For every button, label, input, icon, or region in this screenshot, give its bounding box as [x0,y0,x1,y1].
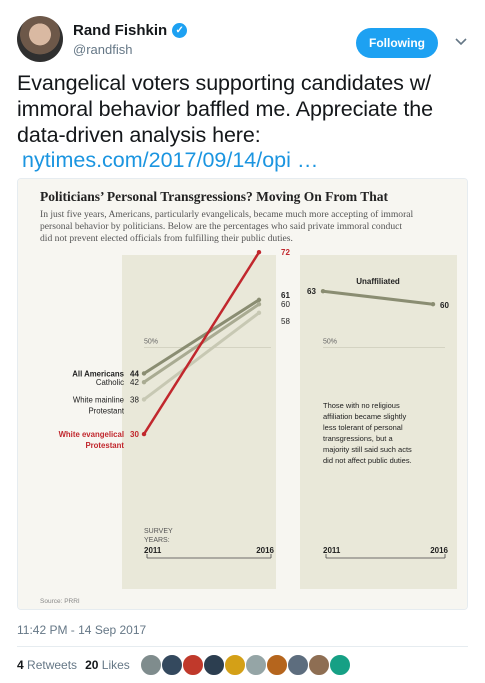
data-point [430,302,436,307]
chart-title: Politicians’ Personal Transgressions? Mo… [40,189,389,204]
media-card[interactable]: Politicians’ Personal Transgressions? Mo… [17,178,468,610]
series-line [143,298,260,375]
verified-icon: ✓ [172,23,188,38]
chart-figure: Politicians’ Personal Transgressions? Mo… [18,179,467,609]
value-label: 42 [130,378,139,387]
liker-avatar[interactable] [245,654,267,676]
chart-subtitle-line-2: personal behavior by politicians. Below … [40,221,402,232]
x-tick-label: 2016 [256,546,274,555]
likes-label: Likes [101,658,130,672]
value-label: 60 [281,300,290,309]
note-line-2: affiliation became slightly [323,412,406,421]
value-label: 60 [440,301,449,310]
note-line-3: less tolerant of personal [323,423,403,432]
note-line-5: majority still said such acts [323,445,412,454]
value-label: 30 [130,430,139,439]
value-label: 38 [130,395,139,404]
reference-label-50: 50% [144,339,158,346]
likes-count: 20 [85,658,99,672]
x-tick-label: 2011 [144,546,162,555]
series-label: Protestant [85,441,124,450]
tweet-header: Rand Fishkin ✓ @randfish Following [17,16,469,66]
following-button[interactable]: Following [356,28,438,58]
series-line [322,289,434,306]
value-label: 58 [281,317,290,326]
x-tick-label: 2016 [430,546,448,555]
liker-avatar[interactable] [182,654,204,676]
retweets-count: 4 [17,658,24,672]
author-name[interactable]: Rand Fishkin [73,22,168,39]
right-plot: 50% 63 60 Unaffiliated 2011 2016 [307,277,449,559]
avatar[interactable] [17,16,63,62]
data-point [256,310,262,316]
data-point [141,379,147,385]
value-label: 44 [130,369,139,378]
left-plot: 50% 44 61 All Americans 42 60 Catholic 38 58 Whit… [59,248,290,559]
liker-avatar[interactable] [161,654,183,676]
series-label: Protestant [88,406,124,415]
data-point [320,289,326,294]
liker-avatar[interactable] [140,654,162,676]
tweet-stats: 4 Retweets 20 Likes [17,658,130,672]
series-label: White evangelical [59,430,124,439]
series-label: Unaffiliated [356,277,400,286]
data-point [141,371,147,376]
data-point [256,250,262,255]
value-label: 63 [307,287,316,296]
chart-source: Source: PRRI [40,598,80,605]
series-line [142,251,261,435]
data-point [256,302,262,307]
divider [17,646,468,647]
tweet-timestamp[interactable]: 11:42 PM - 14 Sep 2017 [17,623,147,637]
tweet-text: Evangelical voters supporting candidates… [17,71,433,147]
author-handle[interactable]: @randfish [73,42,133,57]
series-label: Catholic [96,378,124,387]
note-line-6: did not affect public duties. [323,456,412,465]
chevron-down-icon[interactable] [454,34,468,48]
data-point [141,397,147,402]
series-line [143,311,260,401]
series-label: All Americans [72,369,124,378]
liker-avatar[interactable] [224,654,246,676]
author-name-row: Rand Fishkin ✓ [73,22,188,39]
right-panel [300,255,457,589]
liker-avatar[interactable] [287,654,309,676]
x-tick-label: 2011 [323,546,341,555]
tweet-link[interactable]: nytimes.com/2017/09/14/opi … [22,148,319,172]
note-line-1: Those with no religious [323,401,400,410]
series-label: White mainline [73,395,124,404]
liker-avatar[interactable] [329,654,351,676]
value-label: 61 [281,291,290,300]
chart-subtitle-line-1: In just five years, Americans, particula… [40,209,414,220]
retweets-stat[interactable]: 4 Retweets [17,658,77,672]
value-label: 72 [281,248,290,257]
liker-avatar[interactable] [266,654,288,676]
data-point [256,297,262,303]
retweets-label: Retweets [27,658,78,672]
chart-subtitle-line-3: did not prevent elected officials from f… [40,233,293,244]
note-line-4: transgressions, but a [323,434,393,443]
liker-avatar[interactable] [308,654,330,676]
data-point [141,431,147,437]
survey-label-2: YEARS: [144,537,170,544]
liker-avatar[interactable] [203,654,225,676]
likes-stat[interactable]: 20 Likes [85,658,130,672]
survey-label-1: SURVEY [144,528,173,535]
reference-label-50: 50% [323,339,337,346]
